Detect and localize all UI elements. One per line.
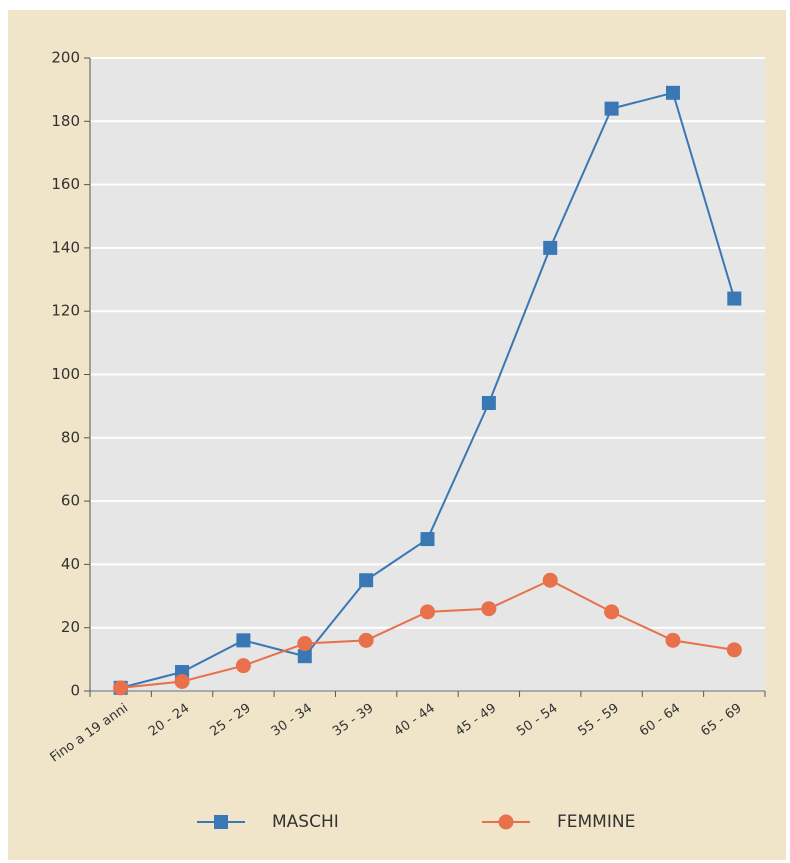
marker: [113, 680, 129, 696]
marker: [236, 633, 251, 648]
marker: [665, 632, 681, 648]
marker: [604, 604, 620, 620]
y-tick-label: 40: [61, 555, 80, 573]
marker: [726, 642, 742, 658]
marker: [542, 572, 558, 588]
y-tick-label: 100: [51, 365, 80, 383]
legend-marker: [214, 815, 228, 829]
y-tick-label: 20: [61, 618, 80, 636]
marker: [604, 101, 619, 116]
marker: [359, 573, 374, 588]
y-tick-label: 60: [61, 492, 80, 510]
y-tick-label: 180: [51, 112, 80, 130]
marker: [665, 85, 680, 100]
marker: [420, 604, 435, 620]
legend-marker: [498, 814, 514, 830]
marker: [543, 240, 558, 255]
y-tick-label: 200: [51, 49, 80, 67]
marker: [297, 636, 313, 652]
y-tick-label: 0: [70, 682, 80, 700]
marker: [481, 395, 496, 410]
marker: [481, 601, 497, 617]
legend-label: MASCHI: [272, 812, 339, 832]
legend-label: FEMMINE: [557, 812, 635, 832]
y-tick-label: 140: [51, 238, 80, 256]
marker: [727, 291, 742, 306]
y-tick-label: 120: [51, 302, 80, 320]
y-tick-label: 80: [61, 428, 80, 446]
y-tick-label: 160: [51, 175, 80, 193]
marker: [297, 649, 312, 664]
marker: [358, 632, 374, 648]
marker: [420, 532, 435, 547]
marker: [174, 674, 190, 690]
marker: [235, 658, 251, 674]
